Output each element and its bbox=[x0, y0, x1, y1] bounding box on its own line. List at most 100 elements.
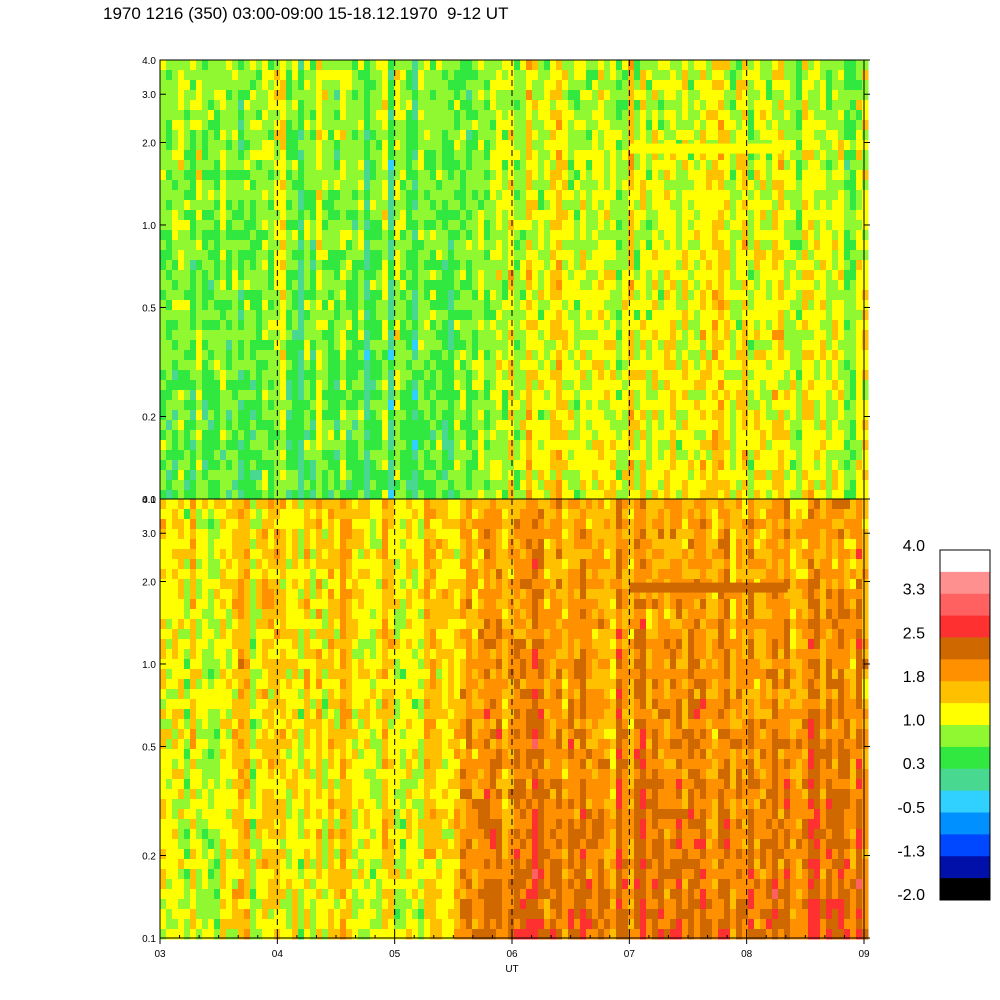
heatmap-cell bbox=[730, 280, 737, 291]
heatmap-cell bbox=[778, 480, 785, 491]
heatmap-cell bbox=[784, 490, 791, 501]
heatmap-cell bbox=[442, 360, 449, 371]
heatmap-cell bbox=[526, 140, 533, 151]
heatmap-cell bbox=[382, 330, 389, 341]
heatmap-cell bbox=[322, 490, 329, 501]
heatmap-cell bbox=[466, 330, 473, 341]
heatmap-cell bbox=[820, 100, 827, 111]
heatmap-cell bbox=[220, 380, 227, 391]
heatmap-cell bbox=[334, 420, 341, 431]
heatmap-cell bbox=[712, 190, 719, 201]
heatmap-cell bbox=[502, 260, 509, 271]
heatmap-cell bbox=[496, 160, 503, 171]
heatmap-cell bbox=[232, 300, 239, 311]
heatmap-cell bbox=[490, 330, 497, 341]
heatmap-cell bbox=[508, 330, 515, 341]
heatmap-cell bbox=[238, 160, 245, 171]
heatmap-cell bbox=[172, 280, 179, 291]
heatmap-cell bbox=[166, 280, 173, 291]
heatmap-cell bbox=[718, 70, 725, 81]
heatmap-cell bbox=[220, 200, 227, 211]
heatmap-cell bbox=[490, 250, 497, 261]
heatmap-cell bbox=[184, 130, 191, 141]
heatmap-cell bbox=[208, 380, 215, 391]
heatmap-cell bbox=[562, 200, 569, 211]
heatmap-cell bbox=[796, 100, 803, 111]
heatmap-cell bbox=[586, 480, 593, 491]
heatmap-cell bbox=[676, 330, 683, 341]
heatmap-cell bbox=[286, 90, 293, 101]
heatmap-cell bbox=[214, 110, 221, 121]
heatmap-cell bbox=[238, 80, 245, 91]
heatmap-cell bbox=[298, 330, 305, 341]
heatmap-cell bbox=[718, 450, 725, 461]
heatmap-cell bbox=[574, 400, 581, 411]
heatmap-cell bbox=[508, 270, 515, 281]
heatmap-cell bbox=[448, 330, 455, 341]
heatmap-cell bbox=[244, 370, 251, 381]
heatmap-cell bbox=[748, 360, 755, 371]
heatmap-cell bbox=[706, 230, 713, 241]
heatmap-cell bbox=[796, 390, 803, 401]
heatmap-cell bbox=[682, 150, 689, 161]
heatmap-cell bbox=[310, 130, 317, 141]
heatmap-cell bbox=[634, 100, 641, 111]
heatmap-cell bbox=[748, 270, 755, 281]
heatmap-cell bbox=[310, 150, 317, 161]
heatmap-cell bbox=[214, 300, 221, 311]
heatmap-cell bbox=[418, 380, 425, 391]
heatmap-cell bbox=[358, 110, 365, 121]
heatmap-cell bbox=[466, 310, 473, 321]
heatmap-cell bbox=[214, 270, 221, 281]
heatmap-cell bbox=[202, 70, 209, 81]
heatmap-cell bbox=[196, 470, 203, 481]
heatmap-cell bbox=[436, 290, 443, 301]
heatmap-cell bbox=[202, 330, 209, 341]
heatmap-cell bbox=[460, 270, 467, 281]
heatmap-cell bbox=[502, 100, 509, 111]
heatmap-cell bbox=[754, 200, 761, 211]
heatmap-cell bbox=[268, 120, 275, 131]
heatmap-cell bbox=[178, 240, 185, 251]
heatmap-cell bbox=[364, 320, 371, 331]
heatmap-cell bbox=[472, 350, 479, 361]
heatmap-cell bbox=[700, 330, 707, 341]
heatmap-cell bbox=[760, 150, 767, 161]
heatmap-cell bbox=[316, 180, 323, 191]
heatmap-cell bbox=[592, 360, 599, 371]
heatmap-cell bbox=[676, 370, 683, 381]
heatmap-cell bbox=[820, 390, 827, 401]
heatmap-cell bbox=[694, 490, 701, 501]
heatmap-cell bbox=[802, 240, 809, 251]
heatmap-cell bbox=[316, 200, 323, 211]
heatmap-cell bbox=[172, 410, 179, 421]
heatmap-cell bbox=[556, 90, 563, 101]
heatmap-cell bbox=[766, 200, 773, 211]
heatmap-cell bbox=[448, 310, 455, 321]
heatmap-cell bbox=[592, 180, 599, 191]
heatmap-cell bbox=[406, 240, 413, 251]
heatmap-cell bbox=[334, 350, 341, 361]
heatmap-cell bbox=[616, 410, 623, 421]
heatmap-cell bbox=[754, 60, 761, 71]
heatmap-cell bbox=[436, 80, 443, 91]
heatmap-cell bbox=[292, 490, 299, 501]
heatmap-cell bbox=[694, 200, 701, 211]
heatmap-cell bbox=[802, 430, 809, 441]
heatmap-cell bbox=[766, 370, 773, 381]
heatmap-cell bbox=[598, 490, 605, 501]
heatmap-cell bbox=[670, 330, 677, 341]
heatmap-cell bbox=[226, 250, 233, 261]
heatmap-cell bbox=[712, 470, 719, 481]
heatmap-cell bbox=[556, 110, 563, 121]
heatmap-cell bbox=[202, 390, 209, 401]
heatmap-cell bbox=[292, 150, 299, 161]
heatmap-cell bbox=[772, 160, 779, 171]
heatmap-cell bbox=[532, 190, 539, 201]
heatmap-cell bbox=[616, 460, 623, 471]
heatmap-cell bbox=[688, 280, 695, 291]
heatmap-cell bbox=[232, 410, 239, 421]
heatmap-cell bbox=[196, 320, 203, 331]
heatmap-cell bbox=[826, 240, 833, 251]
heatmap-cell bbox=[442, 160, 449, 171]
